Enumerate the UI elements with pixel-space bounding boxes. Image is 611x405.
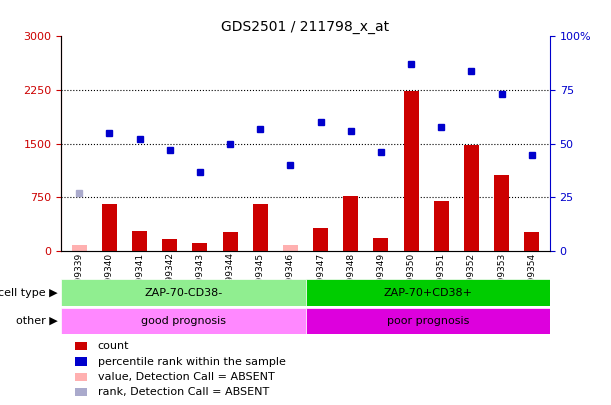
Text: other ▶: other ▶: [16, 316, 58, 326]
Bar: [434, 201, 449, 251]
Bar: [253, 204, 268, 251]
Bar: [373, 238, 389, 251]
Title: GDS2501 / 211798_x_at: GDS2501 / 211798_x_at: [221, 20, 390, 34]
Text: poor prognosis: poor prognosis: [387, 316, 469, 326]
Bar: [61, 279, 306, 306]
Bar: [61, 308, 306, 334]
Bar: [222, 232, 238, 251]
Bar: [75, 342, 87, 350]
Text: ZAP-70-CD38-: ZAP-70-CD38-: [144, 288, 222, 298]
Bar: [306, 308, 550, 334]
Bar: [162, 239, 177, 251]
Bar: [71, 245, 87, 251]
Text: value, Detection Call = ABSENT: value, Detection Call = ABSENT: [98, 372, 274, 382]
Bar: [494, 175, 509, 251]
Text: rank, Detection Call = ABSENT: rank, Detection Call = ABSENT: [98, 388, 269, 397]
Bar: [102, 204, 117, 251]
Bar: [343, 196, 358, 251]
Text: percentile rank within the sample: percentile rank within the sample: [98, 357, 285, 367]
Bar: [283, 245, 298, 251]
Bar: [403, 91, 419, 251]
Bar: [132, 231, 147, 251]
Bar: [192, 243, 208, 251]
Text: count: count: [98, 341, 130, 351]
Bar: [306, 279, 550, 306]
Text: cell type ▶: cell type ▶: [0, 288, 58, 298]
Bar: [313, 228, 328, 251]
Bar: [75, 388, 87, 396]
Bar: [524, 232, 540, 251]
Bar: [75, 373, 87, 381]
Text: good prognosis: good prognosis: [141, 316, 226, 326]
Bar: [464, 145, 479, 251]
Text: ZAP-70+CD38+: ZAP-70+CD38+: [383, 288, 472, 298]
Bar: [75, 357, 87, 365]
